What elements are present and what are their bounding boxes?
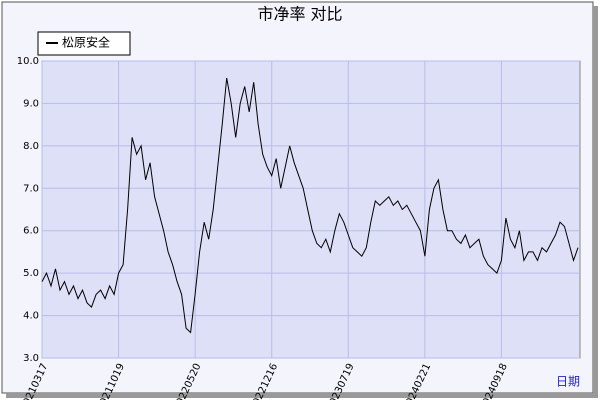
- shadow: [6, 393, 598, 398]
- y-tick-label: 8.0: [23, 141, 39, 152]
- data-line: [41, 77, 579, 334]
- shadow: [593, 6, 598, 397]
- x-axis-label: 日期: [556, 375, 580, 389]
- y-tick-label: 6.0: [23, 226, 39, 237]
- y-tick-label: 4.0: [23, 311, 39, 322]
- y-tick-label: 9.0: [23, 98, 39, 109]
- y-tick-label: 7.0: [23, 183, 39, 194]
- y-tick-label: 10.0: [17, 56, 39, 67]
- plot-area: [41, 60, 581, 359]
- y-tick-label: 3.0: [23, 353, 39, 364]
- y-tick-label: 5.0: [23, 268, 39, 279]
- chart-title: 市净率 对比: [257, 5, 342, 24]
- legend-box: [37, 31, 131, 56]
- legend-label: 松原安全: [62, 35, 110, 50]
- legend: 松原安全: [37, 31, 131, 56]
